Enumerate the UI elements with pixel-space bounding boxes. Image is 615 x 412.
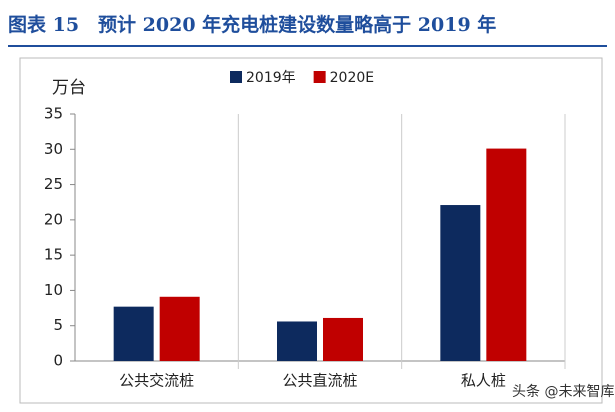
watermark: 头条 @未来智库: [512, 383, 614, 400]
x-tick-label: 公共交流桩: [119, 372, 194, 390]
legend-label: 2020E: [330, 70, 374, 86]
y-tick-label: 20: [44, 210, 63, 228]
y-tick-label: 5: [53, 316, 63, 334]
bar: [277, 321, 317, 361]
bar: [486, 148, 527, 361]
legend-label: 2019年: [246, 70, 296, 86]
y-axis-label: 万台: [52, 78, 86, 98]
bar: [323, 317, 363, 361]
y-tick-label: 35: [44, 105, 63, 123]
x-tick-label: 公共直流桩: [282, 372, 357, 390]
bar: [159, 296, 200, 361]
y-tick-label: 25: [44, 175, 63, 193]
legend-swatch: [313, 71, 326, 83]
x-tick-label: 私人桩: [461, 372, 506, 390]
y-tick-label: 10: [44, 281, 63, 299]
bar: [113, 306, 154, 361]
y-tick-label: 30: [44, 140, 63, 158]
y-tick-label: 0: [53, 352, 63, 370]
chart-title: 图表 15 预计 2020 年充电桩建设数量略高于 2019 年: [8, 13, 496, 36]
chart-frame: [19, 57, 603, 404]
y-tick-label: 15: [44, 246, 63, 264]
bar: [440, 205, 481, 361]
legend-swatch: [230, 71, 242, 83]
